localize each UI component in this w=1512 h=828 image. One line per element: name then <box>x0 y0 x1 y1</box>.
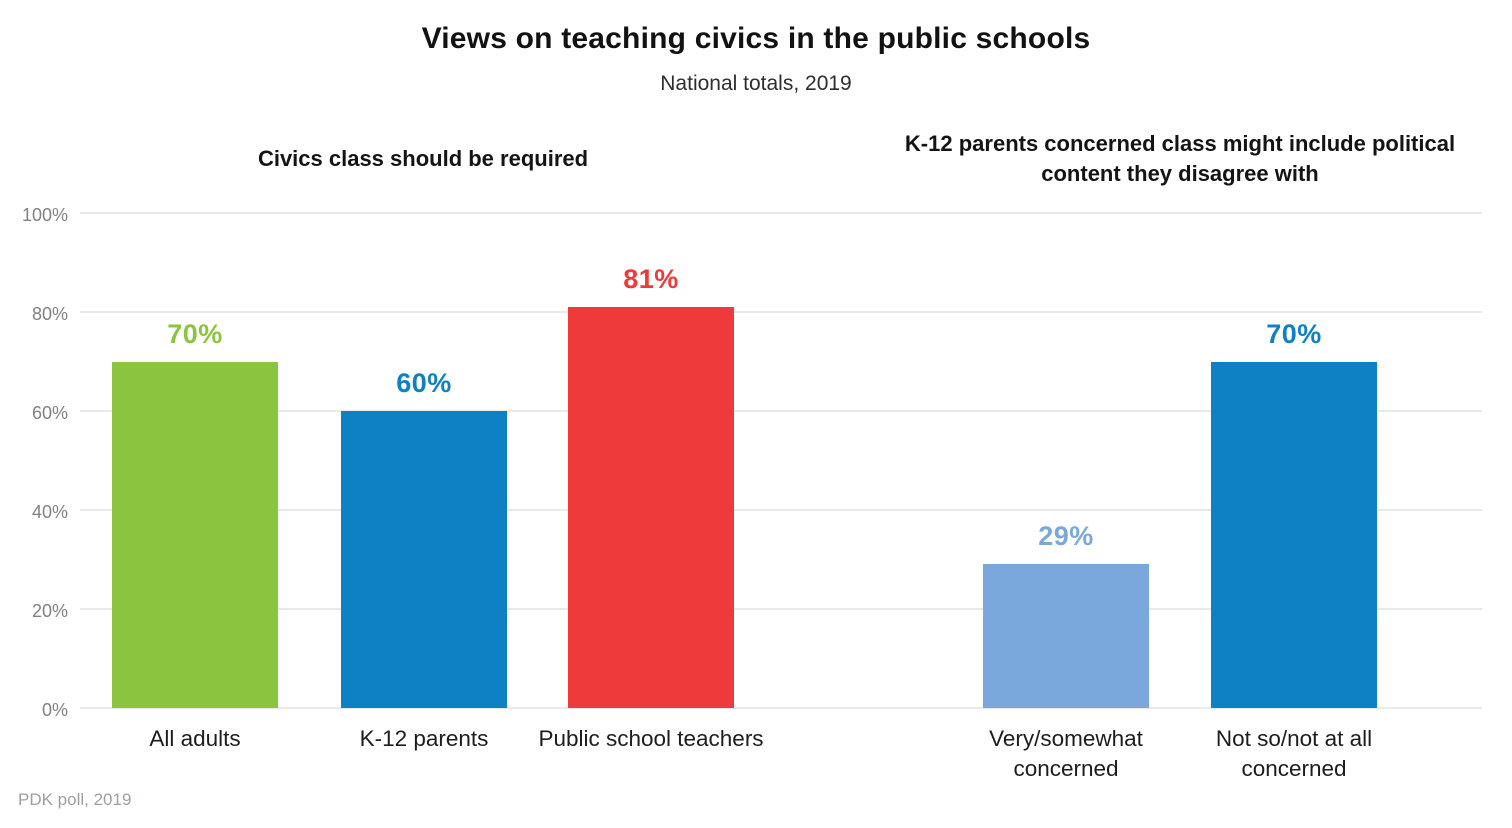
group-title-parents-concerned: K-12 parents concerned class might inclu… <box>904 131 1456 186</box>
bar-all-adults <box>112 361 278 708</box>
gridline-20 <box>80 608 1482 610</box>
y-tick-label-20: 20% <box>31 601 68 621</box>
y-tick-label-100: 100% <box>21 205 68 225</box>
category-label-all-adults: All adults <box>149 726 241 751</box>
category-label-k-12-parents: K-12 parents <box>359 726 489 751</box>
value-label-k-12-parents: 60% <box>396 368 452 398</box>
value-label-very-somewhat-concerned: 29% <box>1038 521 1094 552</box>
value-label-all-adults: 70% <box>167 318 223 349</box>
chart-subtitle: National totals, 2019 <box>660 72 852 95</box>
y-tick-label-80: 80% <box>31 304 68 324</box>
group-title-civics-required: Civics class should be required <box>257 146 589 171</box>
value-label-not-so-not-at-all-concerned: 70% <box>1266 318 1322 349</box>
gridline-60 <box>80 410 1482 412</box>
value-label-public-school-teachers: 81% <box>623 264 679 295</box>
gridline-80 <box>80 311 1482 313</box>
gridline-40 <box>80 509 1482 511</box>
y-tick-label-0: 0% <box>41 700 68 720</box>
category-label-not-so-not-at-all-concerned: Not so/not at all concerned <box>1215 726 1373 781</box>
bar-public-school-teachers <box>568 307 734 708</box>
category-label-very-somewhat-concerned: Very/somewhat concerned <box>989 726 1143 781</box>
bar-very-somewhat-concerned <box>983 564 1149 708</box>
y-tick-label-40: 40% <box>31 502 68 522</box>
category-label-public-school-teachers: Public school teachers <box>538 726 764 751</box>
gridline-100 <box>80 212 1482 214</box>
plot-area: 0% 20% 40% 60% 80% 100% 70% All adults 60% K-12 p… <box>22 206 1482 781</box>
y-tick-label-60: 60% <box>31 403 68 423</box>
chart-title: Views on teaching civics in the public s… <box>421 22 1091 55</box>
bar-k-12-parents <box>341 411 507 708</box>
source-note: PDK poll, 2019 <box>18 790 132 809</box>
gridline-0 <box>80 707 1482 709</box>
bar-not-so-not-at-all-concerned <box>1211 361 1377 708</box>
